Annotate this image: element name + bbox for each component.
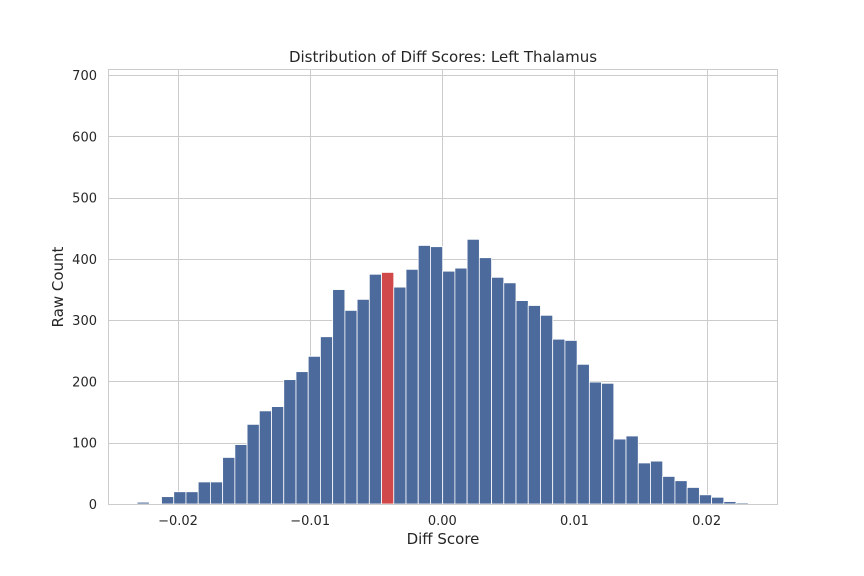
histogram-bar: [540, 314, 554, 505]
x-tick-label: −0.02: [158, 514, 198, 529]
histogram-bar: [625, 435, 639, 505]
histogram-bar: [576, 363, 590, 505]
histogram-bar: [686, 487, 700, 505]
histogram-bar: [258, 410, 272, 505]
histogram-bar: [735, 502, 749, 505]
y-tick-label: 300: [72, 314, 97, 329]
histogram-bar: [173, 491, 187, 505]
histogram-bar: [454, 267, 468, 505]
x-tick-labels: −0.02 −0.01 0.00 0.01 0.02: [158, 514, 721, 529]
histogram-bar: [405, 268, 419, 505]
histogram-bar: [650, 460, 664, 505]
histogram-bar: [601, 382, 615, 505]
x-axis-title: Diff Score: [407, 530, 480, 548]
histogram-bar: [588, 381, 602, 505]
y-tick-label: 600: [72, 130, 97, 145]
histogram-bar: [723, 501, 737, 505]
histogram-bar: [515, 300, 529, 505]
histogram-bar: [466, 238, 480, 505]
histogram-bar: [368, 273, 382, 505]
y-tick-label: 400: [72, 253, 97, 268]
histogram-bar: [527, 305, 541, 505]
x-tick-label: 0.00: [428, 514, 457, 529]
histogram-bar: [332, 289, 346, 505]
plot-frame: [108, 69, 778, 505]
histogram-bar: [564, 340, 578, 505]
x-tick-label: −0.01: [290, 514, 330, 529]
histogram-bar: [356, 298, 370, 505]
histogram-bar: [552, 338, 566, 505]
histogram-bar: [136, 501, 150, 505]
histogram-bar: [210, 481, 224, 505]
histogram-bar: [197, 481, 211, 505]
x-tick-label: 0.01: [560, 514, 589, 529]
histogram-bar: [344, 309, 358, 505]
histogram-bar: [283, 379, 297, 505]
histogram-bar: [161, 496, 175, 505]
y-tick-labels: 0 100 200 300 400 500 600 700: [72, 69, 97, 513]
histogram-bar: [246, 423, 260, 505]
histogram-bar: [430, 246, 444, 505]
histogram-bar: [234, 444, 248, 505]
histogram-bar: [674, 480, 688, 505]
y-axis-title: Raw Count: [49, 246, 67, 327]
histogram-bar: [698, 494, 712, 505]
chart-title: Distribution of Diff Scores: Left Thalam…: [289, 48, 597, 66]
histogram-bar: [295, 371, 309, 505]
histogram-bar: [417, 245, 431, 505]
histogram-bar: [637, 462, 651, 505]
histogram-bar: [222, 457, 236, 505]
histogram-bar: [478, 257, 492, 505]
y-tick-label: 100: [72, 437, 97, 452]
y-tick-label: 500: [72, 192, 97, 207]
x-tick-label: 0.02: [692, 514, 721, 529]
histogram-bar: [613, 438, 627, 505]
histogram-bar: [503, 282, 517, 505]
histogram-bar-highlighted: [381, 272, 395, 505]
histogram-bar: [393, 286, 407, 505]
histogram-bar: [307, 355, 321, 505]
y-tick-label: 700: [72, 69, 97, 84]
histogram-bar: [662, 476, 676, 505]
histogram-bar: [442, 270, 456, 505]
bar-layer: [136, 238, 749, 505]
y-tick-label: 0: [89, 498, 97, 513]
histogram-bar: [185, 491, 199, 505]
histogram-bar: [491, 276, 505, 505]
y-tick-label: 200: [72, 375, 97, 390]
histogram-bar: [271, 406, 285, 505]
histogram-bar: [320, 336, 334, 505]
histogram-bar: [711, 496, 725, 505]
